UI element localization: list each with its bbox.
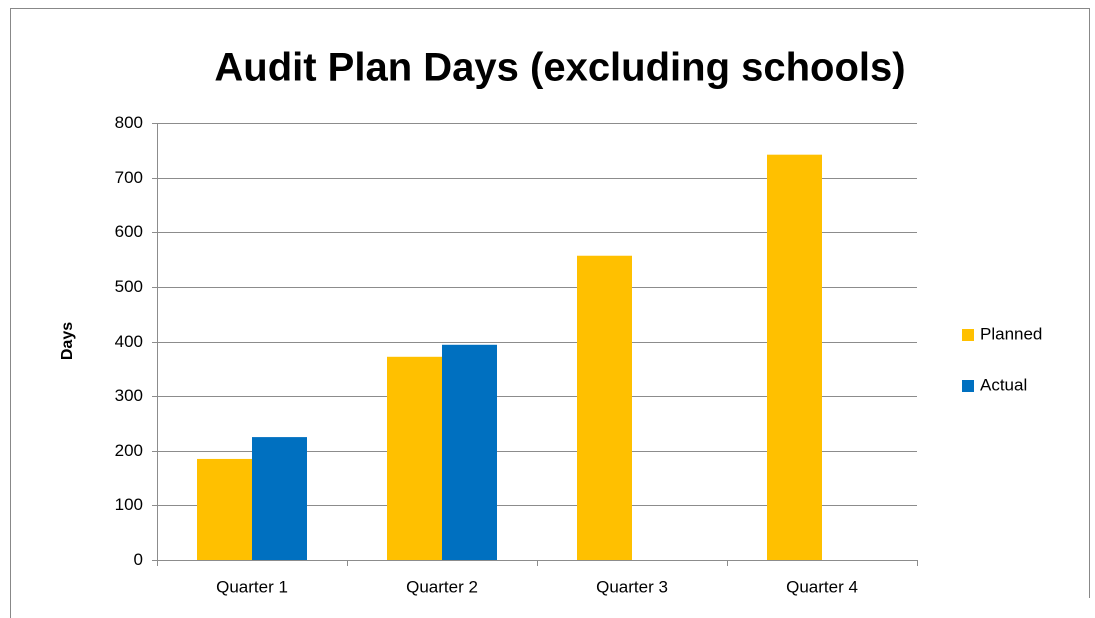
- y-tick-label: 200: [115, 441, 143, 460]
- bar: [577, 255, 632, 560]
- y-tick-label: 300: [115, 386, 143, 405]
- x-tick-label: Quarter 1: [216, 577, 288, 596]
- y-tick-label: 800: [115, 113, 143, 132]
- x-tick-label: Quarter 3: [596, 577, 668, 596]
- y-axis-title: Days: [59, 322, 76, 360]
- y-tick-label: 500: [115, 277, 143, 296]
- bar: [387, 356, 442, 560]
- y-tick-label: 600: [115, 222, 143, 241]
- legend-label: Planned: [980, 324, 1042, 343]
- bar: [252, 437, 307, 560]
- y-tick-label: 100: [115, 495, 143, 514]
- y-tick-label: 700: [115, 168, 143, 187]
- chart-title: Audit Plan Days (excluding schools): [214, 46, 905, 90]
- legend-swatch: [962, 329, 974, 341]
- x-tick-label: Quarter 4: [786, 577, 858, 596]
- bar: [442, 344, 497, 560]
- bar: [197, 458, 252, 560]
- bar: [767, 154, 822, 560]
- y-tick-label: 0: [134, 550, 143, 569]
- legend-label: Actual: [980, 375, 1027, 394]
- legend-swatch: [962, 380, 974, 392]
- y-tick-label: 400: [115, 332, 143, 351]
- x-tick-label: Quarter 2: [406, 577, 478, 596]
